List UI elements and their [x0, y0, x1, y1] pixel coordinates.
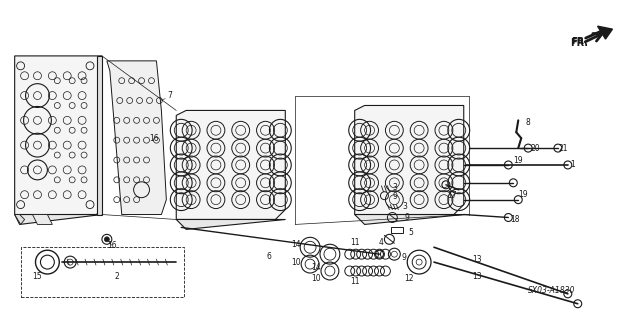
Text: 18: 18	[511, 215, 520, 224]
Text: 20: 20	[531, 144, 540, 153]
Text: 21: 21	[558, 144, 568, 153]
Text: FR.: FR.	[570, 38, 588, 48]
Text: 10: 10	[311, 275, 321, 284]
Text: SX03-A1830: SX03-A1830	[528, 286, 575, 295]
Text: 16: 16	[150, 134, 159, 143]
Text: 19: 19	[518, 190, 528, 199]
Text: 13: 13	[472, 255, 481, 264]
Polygon shape	[15, 214, 102, 224]
Text: 14: 14	[311, 263, 321, 272]
Text: 1: 1	[570, 160, 575, 170]
Polygon shape	[176, 220, 285, 229]
Text: 2: 2	[115, 272, 119, 282]
Text: 6: 6	[266, 252, 271, 261]
Polygon shape	[355, 106, 464, 214]
Text: 14: 14	[291, 240, 301, 249]
Text: 7: 7	[167, 91, 172, 100]
Text: 16: 16	[107, 241, 116, 250]
Text: 17: 17	[447, 191, 457, 200]
Text: FR.: FR.	[571, 36, 588, 45]
Text: 10: 10	[291, 258, 301, 267]
Text: 9: 9	[402, 253, 406, 262]
Polygon shape	[355, 214, 464, 224]
Text: 3: 3	[403, 202, 408, 211]
Polygon shape	[107, 61, 166, 214]
Text: 5: 5	[409, 228, 413, 237]
Polygon shape	[598, 26, 612, 39]
Text: 8: 8	[526, 118, 531, 127]
Polygon shape	[33, 214, 52, 224]
Polygon shape	[15, 214, 24, 224]
Circle shape	[104, 237, 109, 242]
Text: 13: 13	[472, 272, 481, 282]
Text: 9: 9	[393, 192, 398, 201]
Polygon shape	[15, 56, 102, 214]
Text: 11: 11	[350, 277, 360, 286]
Polygon shape	[97, 56, 102, 214]
Text: 3: 3	[393, 183, 398, 192]
Bar	[20, 247, 184, 297]
Bar	[392, 228, 403, 233]
Text: 11: 11	[350, 238, 360, 247]
Text: 4: 4	[379, 238, 384, 247]
Text: 9: 9	[404, 213, 410, 222]
Polygon shape	[176, 110, 285, 220]
Text: 19: 19	[513, 156, 523, 164]
Text: 15: 15	[33, 272, 42, 282]
Text: 12: 12	[404, 275, 414, 284]
